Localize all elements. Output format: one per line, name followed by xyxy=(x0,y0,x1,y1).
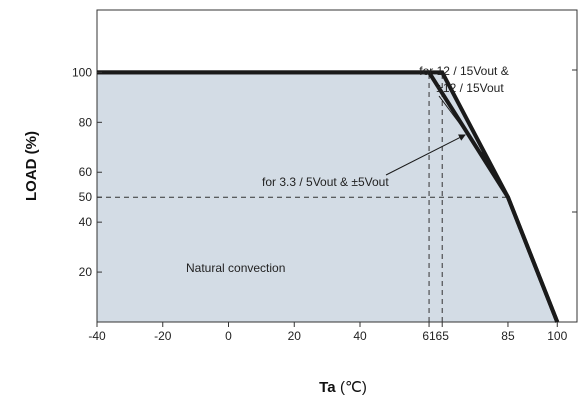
y-tick-label: 60 xyxy=(79,165,93,179)
annotation-natural-convection: Natural convection xyxy=(186,261,285,275)
y-tick-label: 80 xyxy=(79,115,93,129)
x-tick-label: 20 xyxy=(288,329,302,343)
y-axis-ticks: 20 40 50 60 80 100 xyxy=(72,65,102,279)
annotation-12-15vout-line2: ±12 / 15Vout xyxy=(436,81,504,95)
x-tick-label: -40 xyxy=(88,329,106,343)
x-tick-label: 61 xyxy=(422,329,436,343)
y-tick-label: 100 xyxy=(72,65,92,79)
x-axis-label-unit: (℃) xyxy=(340,379,367,396)
y-tick-label: 40 xyxy=(79,215,93,229)
annotation-arrow-3-3-5vout xyxy=(385,134,466,176)
plot-frame xyxy=(96,9,578,323)
y-axis-label: LOAD (%) xyxy=(23,131,40,201)
annotation-3-3-5vout: for 3.3 / 5Vout & ±5Vout xyxy=(262,175,389,189)
reference-lines xyxy=(97,72,508,322)
x-axis-label: Ta (℃) xyxy=(319,379,367,396)
x-tick-label: 0 xyxy=(225,329,232,343)
annotation-12-15vout-line1: for 12 / 15Vout & xyxy=(419,64,508,78)
x-tick-label: -20 xyxy=(154,329,172,343)
x-tick-label: 100 xyxy=(547,329,567,343)
x-tick-label: 85 xyxy=(501,329,515,343)
y-tick-label: 50 xyxy=(79,190,93,204)
operating-region xyxy=(97,72,558,323)
x-tick-label: 65 xyxy=(436,329,450,343)
annotation-arrow-12-15vout xyxy=(438,95,486,158)
x-tick-label: 40 xyxy=(353,329,367,343)
x-axis-ticks: -40 -20 0 20 40 61 65 85 100 xyxy=(88,322,568,343)
x-axis-label-text: Ta xyxy=(319,379,336,396)
y-tick-label: 20 xyxy=(79,265,93,279)
